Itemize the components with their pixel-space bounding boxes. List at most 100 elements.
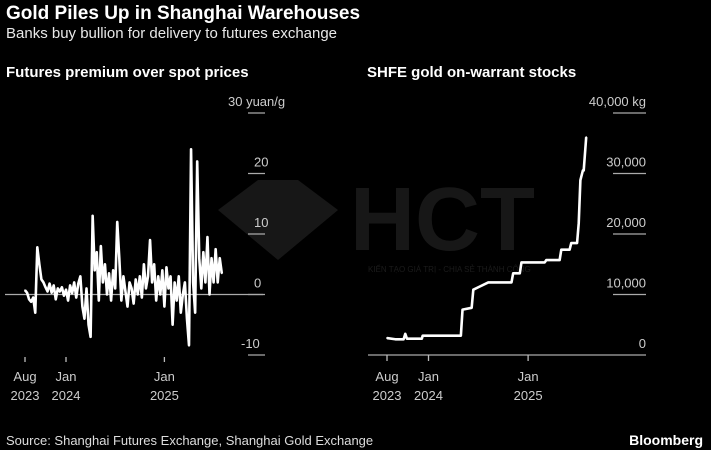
data-point [216,281,219,284]
data-point [83,317,86,320]
data-point [543,261,546,264]
data-point [56,287,59,290]
data-point [386,337,388,339]
y-tick-label: 10,000 [606,276,646,291]
data-point [155,299,158,302]
data-point [518,272,521,275]
data-point [120,299,123,302]
data-point [582,169,585,172]
data-point [132,302,135,305]
data-point [58,290,61,293]
data-point [91,214,94,217]
y-tick-label: 40,000 kg [589,94,646,109]
y-tick-label: 20 [254,155,268,170]
x-tick-label: Aug [375,369,398,384]
data-point [128,281,131,284]
data-point [177,275,180,278]
data-point [149,239,151,241]
data-point [577,222,580,225]
data-point [134,278,137,281]
x-tick-label: Aug [13,369,36,384]
data-point [99,245,102,248]
data-point [188,344,190,347]
x-tick-label: Jan [56,369,77,384]
data-point [167,287,170,290]
data-point [214,248,217,251]
data-point [95,251,98,254]
data-point [461,308,464,311]
data-point [175,299,178,302]
data-point [196,160,199,163]
data-point [143,263,145,266]
data-point [558,259,561,261]
data-point [85,287,88,290]
data-point [510,281,513,284]
y-tick-label: 30 yuan/g [228,94,285,109]
x-tick-label: 2025 [514,388,543,403]
x-tick-label: 2024 [52,388,81,403]
data-point [34,311,37,314]
y-tick-label: 30,000 [606,155,646,170]
data-point [79,275,82,278]
data-point [194,311,197,314]
data-point [165,266,168,269]
data-point [212,281,215,284]
data-point [42,281,45,284]
data-point [171,323,174,326]
data-point [104,263,106,266]
bloomberg-logo: Bloomberg [629,432,703,448]
data-point [579,179,582,182]
data-point [208,293,211,296]
data-point [394,338,397,341]
data-point [202,251,205,254]
data-point [118,257,121,260]
data-point [63,294,65,297]
y-tick-label: -10 [241,336,260,351]
data-point [190,148,192,151]
data-point [75,296,78,299]
chart-title: Gold Piles Up in Shanghai Warehouses [6,3,361,24]
data-point [470,306,473,309]
data-point [179,311,182,314]
y-tick-label: 0 [639,336,646,351]
data-point [61,286,63,289]
y-tick-label: 20,000 [606,215,646,230]
data-point [40,278,43,281]
data-point [184,281,186,284]
data-point [65,288,67,291]
data-point [54,298,57,301]
watermark-logo: HCT KIẾN TẠO GIÁ TRỊ - CHIA SẺ THÀNH CÔN… [218,170,535,274]
data-point [406,337,408,340]
data-point [169,275,172,278]
data-point [210,257,213,260]
data-point [568,248,571,251]
data-point [192,281,195,284]
x-tick-label: Jan [154,369,175,384]
data-point [50,291,53,294]
data-point [181,293,184,296]
data-point [163,305,166,308]
watermark-diamond [218,180,338,260]
data-point [126,305,129,308]
x-tick-label: 2024 [414,388,443,403]
data-point [26,291,28,294]
data-point [46,290,49,293]
data-point [89,335,92,338]
x-tick-label: 2023 [11,388,40,403]
right-chart-title: SHFE gold on-warrant stocks [367,64,577,81]
data-point [140,296,143,299]
data-point [204,281,207,284]
data-point [161,269,164,272]
data-point [106,293,108,296]
data-point [28,298,30,301]
data-point [136,293,139,296]
data-point [93,269,96,272]
data-point [200,287,203,290]
data-point [585,136,588,139]
data-point [124,290,127,293]
chart-subtitle: Banks buy bullion for delivery to future… [6,25,338,42]
data-point [147,275,149,278]
data-point [472,288,475,291]
data-point [512,272,515,275]
data-point [220,272,223,275]
